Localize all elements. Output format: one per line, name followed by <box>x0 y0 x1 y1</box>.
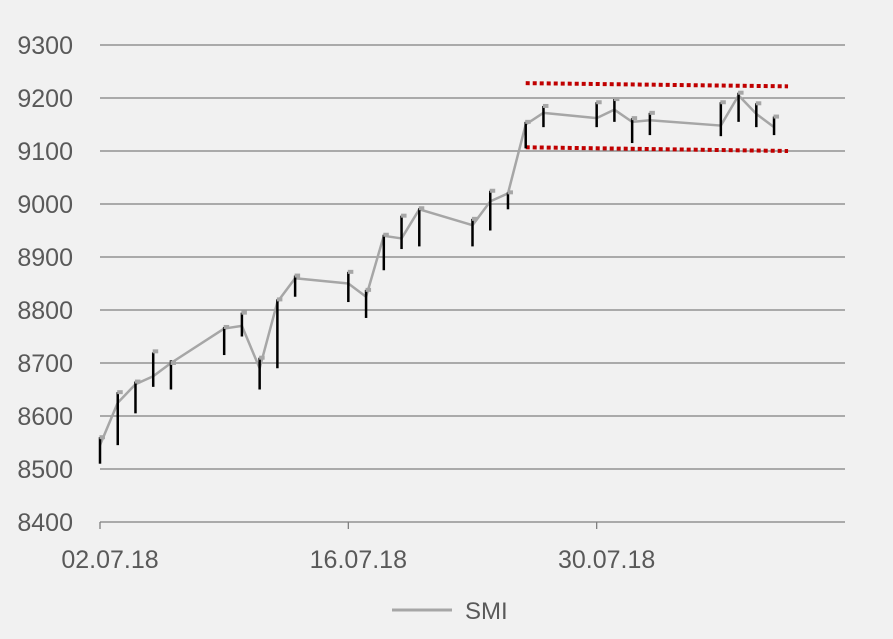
grid <box>100 44 845 470</box>
y-tick-label-8500: 8500 <box>17 456 73 484</box>
range-bars <box>98 90 780 464</box>
series-smi <box>98 94 775 446</box>
y-tick-label-8900: 8900 <box>17 244 73 272</box>
trend-band-upper <box>525 81 789 89</box>
y-tick-label-8600: 8600 <box>17 403 73 431</box>
x-tick-label-0: 02.07.18 <box>61 546 158 574</box>
y-tick-label-8400: 8400 <box>17 509 73 537</box>
legend-label-smi: SMI <box>465 598 508 625</box>
series-line-smi <box>98 94 775 446</box>
y-tick-label-9000: 9000 <box>17 191 73 219</box>
x-tick-label-1: 16.07.18 <box>310 546 407 574</box>
trend-band-lower <box>525 145 789 153</box>
y-tick-label-9100: 9100 <box>17 138 73 166</box>
trend-band <box>525 81 789 153</box>
legend: SMI <box>392 598 508 625</box>
axes: 8400 8500 8600 8700 8800 8900 9000 9100 9200 9300… <box>17 32 845 574</box>
y-tick-label-9300: 9300 <box>17 32 73 60</box>
y-tick-label-9200: 9200 <box>17 85 73 113</box>
y-tick-label-8800: 8800 <box>17 297 73 325</box>
y-tick-label-8700: 8700 <box>17 350 73 378</box>
x-tick-label-2: 30.07.18 <box>558 546 655 574</box>
